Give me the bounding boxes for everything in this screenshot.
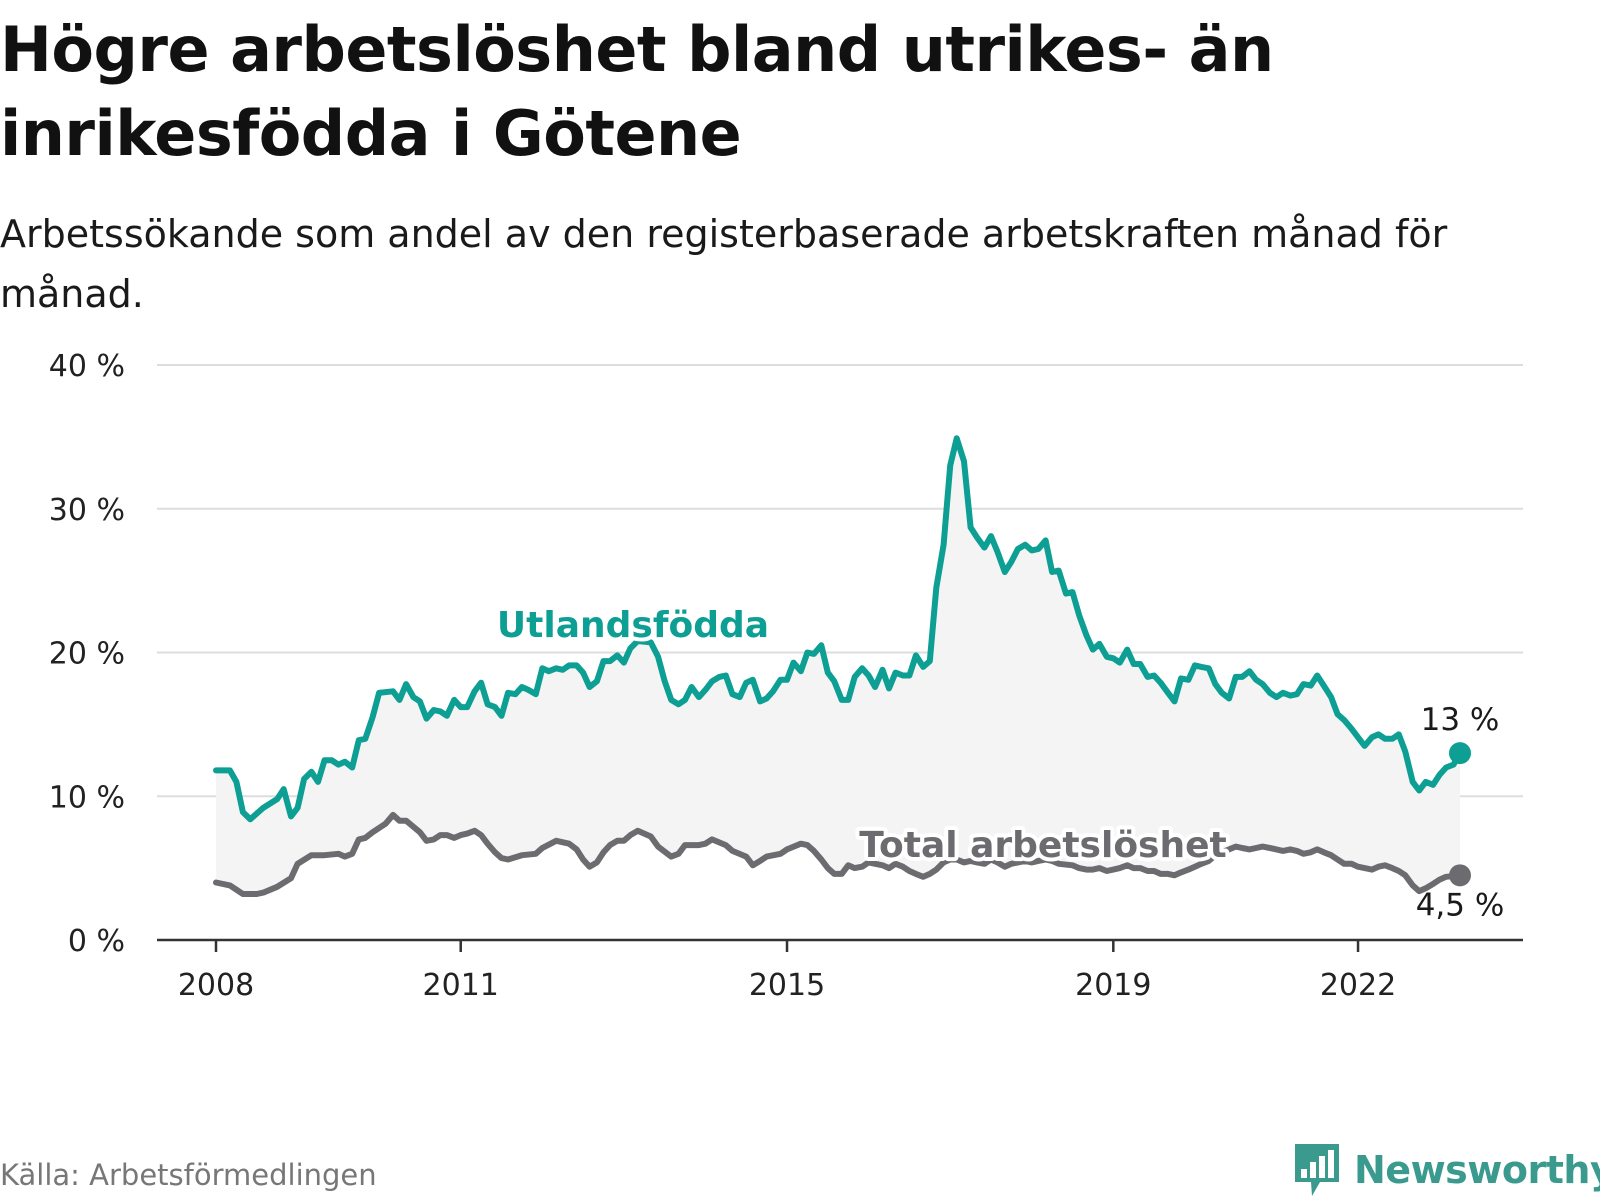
end-label-foreign: 13 % (1421, 702, 1500, 738)
y-tick-label: 30 % (49, 493, 125, 528)
brand-name: Newsworthy (1354, 1148, 1600, 1192)
line-chart: 0 % 10 % 20 % 30 % 40 % 2008 2011 2015 2019 2022… (49, 349, 1523, 1003)
x-tick-label: 2015 (749, 968, 825, 1003)
y-tick-label: 10 % (49, 780, 125, 815)
end-point-total (1449, 864, 1471, 887)
axis-layer: 2008 2011 2015 2019 2022 (157, 938, 1523, 1003)
x-tick-label: 2019 (1075, 968, 1151, 1003)
series-line-total (213, 811, 1463, 897)
x-tick-label: 2008 (178, 968, 254, 1003)
y-tick-label: 20 % (49, 637, 125, 672)
x-tick-label: 2011 (423, 968, 499, 1003)
gap-band (216, 438, 1460, 894)
series-label-total: Total arbetslöshet (859, 825, 1227, 866)
y-tick-label: 40 % (49, 349, 125, 384)
end-label-total: 4,5 % (1416, 887, 1505, 923)
x-tick-label: 2022 (1320, 968, 1396, 1003)
series-line-foreign (213, 435, 1463, 823)
newsworthy-logo-icon (1295, 1144, 1339, 1196)
brand-logo: Newsworthy (1292, 1142, 1600, 1198)
source-note: Källa: Arbetsförmedlingen (0, 1158, 377, 1192)
label-layer: Utlandsfödda Total arbetslöshet 13 % 4,5 % (493, 601, 1505, 923)
chart-title: Högre arbetslöshet bland utrikes- än inr… (0, 13, 1274, 170)
series-label-foreign: Utlandsfödda (497, 605, 769, 646)
grid-layer: 0 % 10 % 20 % 30 % 40 % (49, 349, 1523, 959)
chart-subtitle: Arbetssökande som andel av den registerb… (0, 212, 1448, 316)
y-tick-label: 0 % (68, 924, 125, 959)
end-point-foreign (1449, 742, 1471, 765)
